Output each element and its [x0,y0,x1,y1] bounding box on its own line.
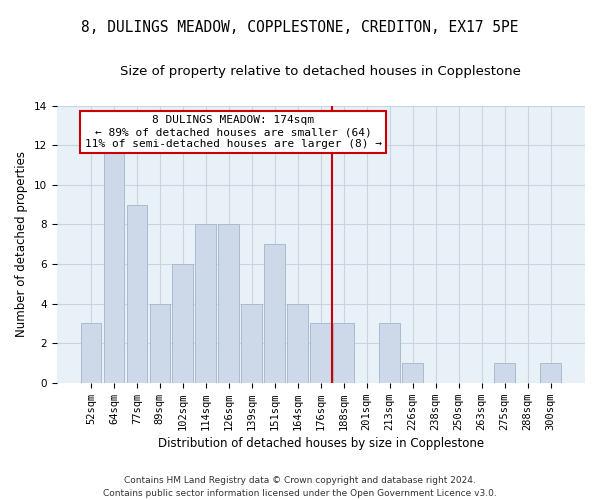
Bar [379,324,400,383]
Bar [196,224,216,383]
Bar [494,363,515,383]
Text: Contains HM Land Registry data © Crown copyright and database right 2024.
Contai: Contains HM Land Registry data © Crown c… [103,476,497,498]
Title: Size of property relative to detached houses in Copplestone: Size of property relative to detached ho… [121,65,521,78]
Bar [310,324,331,383]
Bar [334,324,354,383]
Bar [241,304,262,383]
Text: 8 DULINGS MEADOW: 174sqm
← 89% of detached houses are smaller (64)
11% of semi-d: 8 DULINGS MEADOW: 174sqm ← 89% of detach… [85,116,382,148]
Y-axis label: Number of detached properties: Number of detached properties [15,151,28,337]
X-axis label: Distribution of detached houses by size in Copplestone: Distribution of detached houses by size … [158,437,484,450]
Bar [172,264,193,383]
Bar [104,145,124,383]
Text: 8, DULINGS MEADOW, COPPLESTONE, CREDITON, EX17 5PE: 8, DULINGS MEADOW, COPPLESTONE, CREDITON… [81,20,519,35]
Bar [127,204,147,383]
Bar [149,304,170,383]
Bar [540,363,561,383]
Bar [265,244,285,383]
Bar [403,363,423,383]
Bar [287,304,308,383]
Bar [80,324,101,383]
Bar [218,224,239,383]
